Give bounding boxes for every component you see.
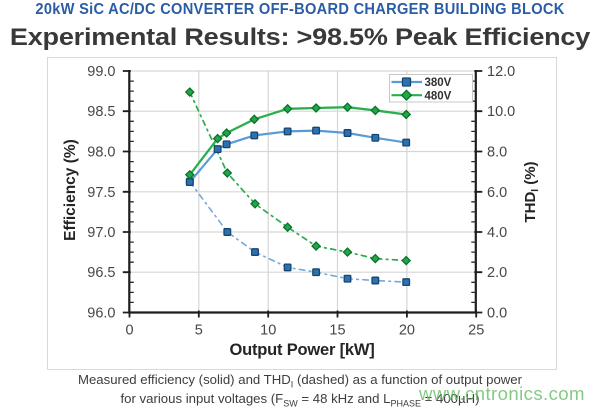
svg-text:0.0: 0.0 xyxy=(487,306,507,322)
svg-text:15: 15 xyxy=(329,323,345,339)
svg-text:THDI (%): THDI (%) xyxy=(522,161,541,222)
svg-text:6.0: 6.0 xyxy=(487,185,507,201)
svg-text:8.0: 8.0 xyxy=(487,145,507,161)
svg-text:96.0: 96.0 xyxy=(87,306,115,322)
svg-text:Efficiency (%): Efficiency (%) xyxy=(62,139,79,241)
svg-text:20: 20 xyxy=(399,323,415,339)
svg-text:12.0: 12.0 xyxy=(487,64,515,80)
svg-text:98.5: 98.5 xyxy=(87,104,115,120)
svg-text:5: 5 xyxy=(195,323,203,339)
svg-text:0: 0 xyxy=(125,323,133,339)
svg-text:10: 10 xyxy=(260,323,276,339)
svg-text:Output Power [kW]: Output Power [kW] xyxy=(229,341,374,359)
svg-text:380V: 380V xyxy=(425,77,452,89)
svg-text:98.0: 98.0 xyxy=(87,145,115,161)
svg-text:99.0: 99.0 xyxy=(87,64,115,80)
svg-text:480V: 480V xyxy=(425,90,452,102)
svg-text:97.0: 97.0 xyxy=(87,225,115,241)
svg-text:25: 25 xyxy=(468,323,484,339)
svg-text:2.0: 2.0 xyxy=(487,265,507,281)
svg-text:97.5: 97.5 xyxy=(87,185,115,201)
svg-text:4.0: 4.0 xyxy=(487,225,507,241)
svg-text:96.5: 96.5 xyxy=(87,265,115,281)
svg-text:10.0: 10.0 xyxy=(487,104,515,120)
